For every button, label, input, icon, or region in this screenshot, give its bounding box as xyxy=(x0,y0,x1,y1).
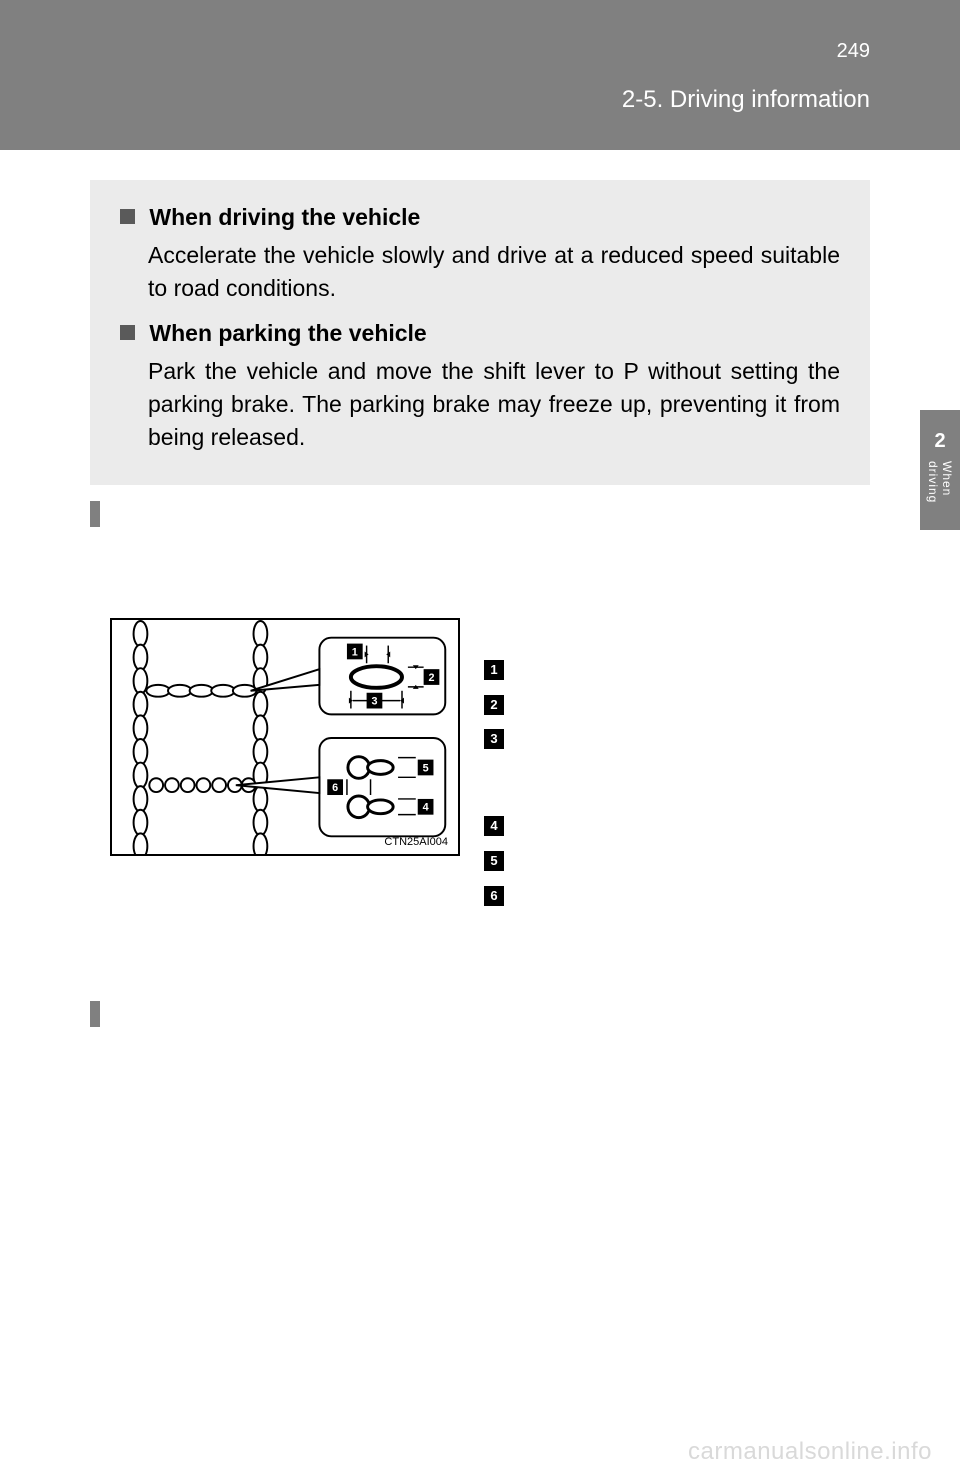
section-header: 2-5. Driving information xyxy=(622,86,870,114)
heading-bar-icon xyxy=(90,501,100,527)
svg-text:5: 5 xyxy=(423,762,429,774)
tire-chains-section: Selecting tire chains Use the correct ti… xyxy=(90,500,870,912)
callout-row: 5 0.55 in. (14 mm) in width xyxy=(484,843,765,876)
callout-row: 3 1.18 in. (30 mm) in length xyxy=(484,721,765,754)
callout-text: 0.39 in. (10 mm) in width xyxy=(514,687,744,720)
notice-body: Accelerate the vehicle slowly and drive … xyxy=(148,239,840,306)
callout-text: 0.55 in. (14 mm) in width xyxy=(514,843,744,876)
watermark: carmanualsonline.info xyxy=(688,1438,932,1466)
callout-row: 1 0.12 in. (3 mm) in diameter xyxy=(484,652,765,685)
notice-heading-text: When driving the vehicle xyxy=(149,204,420,230)
subsection-heading: Regulations on the use of tire chains xyxy=(90,1000,870,1027)
callout-row: 6 0.98 in. (25 mm) in length xyxy=(484,878,765,911)
callout-text: 0.98 in. (25 mm) in length xyxy=(514,878,752,911)
header-band: 249 2-5. Driving information xyxy=(0,0,960,150)
notice-heading: When driving the vehicle xyxy=(120,204,840,231)
side-tab-label: When driving xyxy=(926,461,954,530)
figure-id: CTN25AI004 xyxy=(384,836,448,848)
callout-group-title: Side chain: xyxy=(484,618,765,651)
svg-text:4: 4 xyxy=(423,801,429,813)
notice-body: Park the vehicle and move the shift leve… xyxy=(148,355,840,455)
subsection-heading: Selecting tire chains xyxy=(90,500,870,527)
figure-row: 1 2 3 xyxy=(110,618,870,912)
svg-text:3: 3 xyxy=(371,695,377,707)
heading-bar-icon xyxy=(90,1001,100,1027)
page-number: 249 xyxy=(837,40,870,63)
svg-text:2: 2 xyxy=(428,672,434,684)
callout-text: 0.16 in. (4 mm) in diameter xyxy=(514,808,765,841)
notice-box: When driving the vehicle Accelerate the … xyxy=(90,180,870,485)
callout-number-icon: 2 xyxy=(484,695,504,715)
subsection-heading-text: Selecting tire chains xyxy=(110,500,334,527)
callout-group-title: Cross chain: xyxy=(484,774,765,807)
side-tab-number: 2 xyxy=(934,430,945,453)
regulations-section: Regulations on the use of tire chains ● … xyxy=(90,1000,870,1165)
chapter-side-tab: 2 When driving xyxy=(920,410,960,530)
square-bullet-icon xyxy=(120,209,135,224)
notice-item: When parking the vehicle Park the vehicl… xyxy=(120,320,840,455)
regulation-line: ● Install the chains on the front tires. xyxy=(110,1118,870,1151)
callout-text: 1.18 in. (30 mm) in length xyxy=(514,721,752,754)
chain-diagram-svg: 1 2 3 xyxy=(112,620,458,854)
square-bullet-icon xyxy=(120,325,135,340)
callout-number-icon: 1 xyxy=(484,660,504,680)
tire-chain-figure: 1 2 3 xyxy=(110,618,460,856)
regulation-line: ● Regulations regarding the use of tire … xyxy=(110,1037,870,1104)
callout-list: Side chain: 1 0.12 in. (3 mm) in diamete… xyxy=(484,618,765,912)
callout-text: 0.12 in. (3 mm) in diameter xyxy=(514,652,765,685)
callout-number-icon: 5 xyxy=(484,851,504,871)
cross-chain-title: Cross chain: xyxy=(484,774,601,807)
side-chain-title: Side chain: xyxy=(484,618,588,651)
callout-row: 2 0.39 in. (10 mm) in width xyxy=(484,687,765,720)
callout-number-icon: 6 xyxy=(484,886,504,906)
callout-number-icon: 3 xyxy=(484,729,504,749)
svg-text:1: 1 xyxy=(352,646,358,658)
callout-row: 4 0.16 in. (4 mm) in diameter xyxy=(484,808,765,841)
subsection-heading-text: Regulations on the use of tire chains xyxy=(110,1000,513,1027)
subsection-intro: Use the correct tire chain size when mou… xyxy=(110,537,870,604)
notice-item: When driving the vehicle Accelerate the … xyxy=(120,204,840,306)
callout-number-icon: 4 xyxy=(484,816,504,836)
notice-heading-text: When parking the vehicle xyxy=(149,320,426,346)
svg-text:6: 6 xyxy=(332,782,338,794)
notice-heading: When parking the vehicle xyxy=(120,320,840,347)
